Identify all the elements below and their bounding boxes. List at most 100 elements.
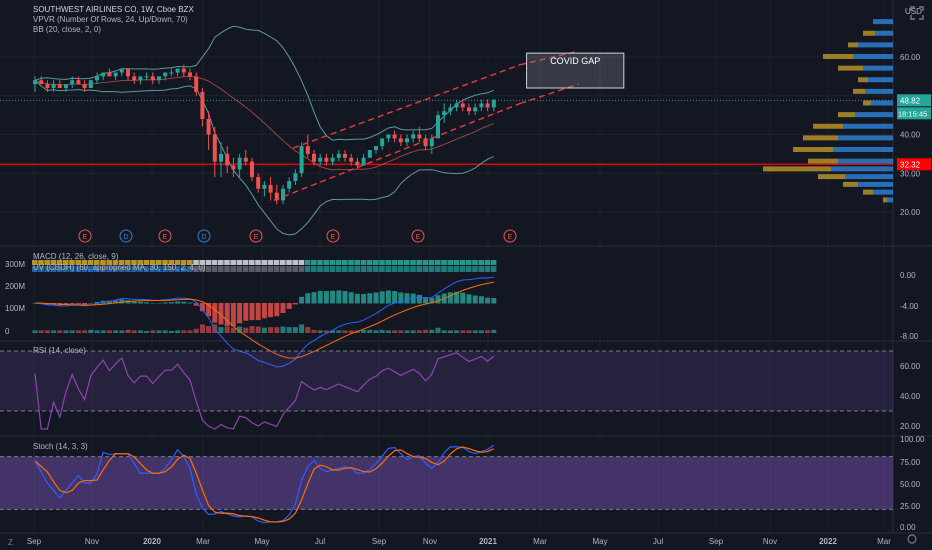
earnings-marker	[411, 229, 425, 243]
price-axis-label: 60.00	[900, 53, 921, 62]
uv-strip-cell	[335, 266, 342, 272]
uv-strip-cell	[242, 266, 249, 272]
volume-bar	[323, 330, 329, 333]
time-axis-label: May	[254, 537, 269, 546]
volume-bar	[336, 330, 342, 333]
vpvr-bar-up	[838, 158, 893, 164]
candle-body	[138, 76, 143, 81]
uv-strip-cell	[131, 266, 137, 272]
candle-body	[380, 138, 385, 147]
volume-bar	[94, 330, 100, 333]
volume-bar	[410, 330, 416, 333]
uv-strip-cell	[478, 266, 484, 272]
uv-strip-cell	[280, 260, 286, 265]
uv-strip-cell	[435, 260, 441, 265]
uv-strip-cell	[193, 266, 199, 272]
earnings-marker-label: E	[254, 234, 259, 241]
candle-body	[436, 115, 440, 139]
volume-bar	[342, 330, 348, 333]
uv-strip-cell	[453, 260, 460, 265]
vpvr-bar-up	[853, 54, 893, 59]
volume-bar	[144, 330, 150, 333]
uv-strip-cell	[156, 266, 162, 272]
candle-body	[169, 72, 174, 74]
uv-strip-cell	[199, 266, 205, 272]
uv-strip-cell	[484, 260, 491, 265]
uv-strip-cell	[466, 260, 472, 265]
uv-strip-cell	[75, 260, 81, 265]
uv-strip-cell	[125, 260, 131, 265]
macd-histogram-bar	[274, 303, 280, 317]
uv-strip-cell	[211, 266, 218, 272]
macd-histogram-bar	[193, 303, 199, 306]
rsi-legend: RSI (14, close)	[33, 346, 86, 355]
candle-body	[417, 134, 422, 139]
candle-body	[200, 91, 205, 119]
support-price-badge-label: 32.32	[900, 160, 921, 169]
macd-histogram-bar	[416, 294, 422, 304]
macd-histogram-bar	[485, 297, 491, 304]
candle-body	[64, 84, 68, 88]
candle-body	[392, 134, 397, 139]
volume-bar	[193, 328, 199, 333]
dividend-marker-label: D	[123, 234, 128, 241]
macd-histogram-bar	[392, 291, 398, 304]
bb-basis	[34, 75, 494, 171]
volume-bar	[404, 330, 410, 333]
candle-body	[101, 72, 106, 77]
uv-strip-cell	[63, 260, 69, 265]
rsi-line	[34, 352, 495, 430]
vpvr-legend: VPVR (Number Of Rows, 24, Up/Down, 70)	[33, 15, 188, 24]
candle-body	[448, 107, 453, 112]
macd-histogram-bar	[286, 303, 292, 309]
candle-body	[256, 177, 261, 189]
uv-strip-cell	[56, 260, 63, 265]
vpvr-bar-down	[858, 77, 868, 83]
volume-bar	[447, 330, 453, 333]
time-axis-label: May	[592, 537, 607, 546]
vpvr-bar-up	[873, 189, 893, 195]
candle-body	[460, 103, 465, 108]
macd-histogram-bar	[379, 291, 385, 304]
macd-histogram-bar	[311, 292, 317, 304]
candle-body	[305, 146, 310, 154]
uv-strip-cell	[267, 266, 274, 272]
macd-histogram-bar	[181, 301, 187, 304]
candle-body	[374, 146, 378, 150]
macd-histogram-bar	[478, 296, 484, 304]
time-axis-label: Mar	[533, 537, 547, 546]
volume-bar	[361, 329, 367, 333]
volume-bar	[137, 330, 143, 333]
candle-body	[51, 84, 56, 88]
macd-histogram-bar	[187, 302, 193, 304]
macd-histogram-bar	[268, 303, 274, 318]
uv-strip-cell	[404, 266, 410, 272]
candle-body	[386, 134, 391, 139]
uv-strip-cell	[441, 260, 447, 265]
uv-strip-cell	[490, 260, 497, 265]
candle-body	[88, 80, 93, 88]
uv-strip-cell	[168, 260, 174, 265]
uv-strip-cell	[391, 260, 398, 265]
uv-strip-cell	[447, 260, 453, 265]
candle-body	[312, 153, 316, 162]
uv-strip-cell	[118, 266, 125, 272]
candle-body	[485, 103, 490, 108]
volume-bar	[454, 330, 460, 333]
macd-histogram-bar	[398, 292, 404, 304]
uv-strip-cell	[112, 260, 119, 265]
time-axis-label: Sep	[27, 537, 42, 546]
uv-strip-cell	[230, 266, 236, 272]
uv-strip-cell	[205, 266, 212, 272]
uv-strip-cell	[106, 266, 112, 272]
uv-strip-cell	[149, 266, 156, 272]
uv-strip-cell	[261, 266, 267, 272]
volume-bar	[392, 330, 398, 333]
volume-bar	[218, 327, 224, 333]
macd-histogram-bar	[373, 292, 379, 304]
fullscreen-icon[interactable]	[910, 6, 924, 20]
uv-strip-cell	[249, 266, 255, 272]
uv-strip-cell	[484, 266, 491, 272]
countdown-badge-label: 18:15:45	[898, 109, 927, 118]
